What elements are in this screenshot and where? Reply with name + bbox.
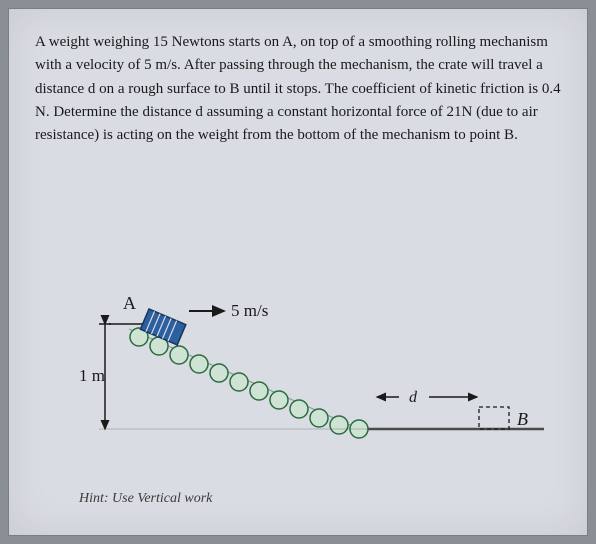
roller-mechanism bbox=[130, 328, 368, 438]
point-b-label: B bbox=[517, 409, 528, 429]
problem-statement: A weight weighing 15 Newtons starts on A… bbox=[35, 31, 561, 147]
point-a-label: A bbox=[123, 293, 136, 313]
distance-label: d bbox=[409, 389, 418, 406]
hint-text: Hint: Use Vertical work bbox=[79, 491, 212, 507]
crate-b bbox=[479, 407, 509, 429]
problem-page: A weight weighing 15 Newtons starts on A… bbox=[8, 8, 588, 536]
height-label: 1 m bbox=[79, 366, 105, 385]
physics-diagram: 5 m/s A 1 m d B bbox=[79, 269, 549, 479]
velocity-label: 5 m/s bbox=[231, 301, 268, 320]
